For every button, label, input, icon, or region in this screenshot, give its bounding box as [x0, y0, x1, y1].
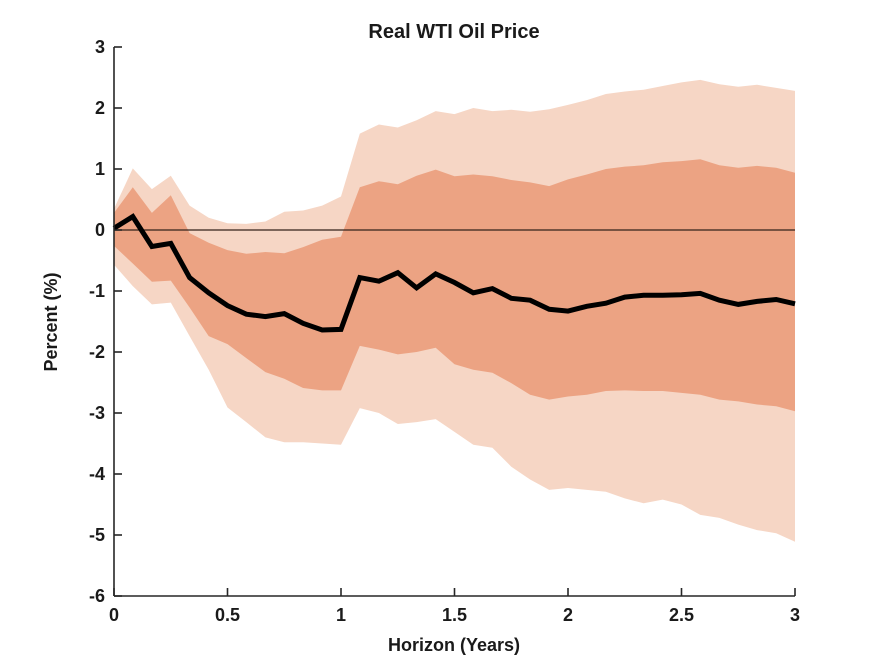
x-tick-label: 2	[563, 605, 573, 625]
y-tick-label: -1	[89, 281, 105, 301]
y-tick-label: -2	[89, 342, 105, 362]
x-tick-label: 0.5	[215, 605, 240, 625]
tick-marks-group	[113, 46, 796, 597]
y-tick-label: 2	[95, 98, 105, 118]
median-line-group	[112, 213, 796, 333]
median-irf-line	[112, 213, 796, 333]
x-axis-label: Horizon (Years)	[388, 635, 520, 655]
y-tick-label: -5	[89, 525, 105, 545]
y-tick-label: 0	[95, 220, 105, 240]
x-tick-label: 1.5	[442, 605, 467, 625]
y-tick-label: -4	[89, 464, 105, 484]
y-tick-label: 3	[95, 37, 105, 57]
y-tick-label: -6	[89, 586, 105, 606]
y-tick-label: -3	[89, 403, 105, 423]
x-tick-label: 0	[109, 605, 119, 625]
tick-labels-group: 0 0.5 1 1.5 2 2.5 3 3 2 1 0 -1 -2 -3 -4 -5 -6	[89, 37, 800, 625]
y-axis-label: Percent (%)	[41, 272, 61, 371]
y-tick-label: 1	[95, 159, 105, 179]
x-tick-label: 2.5	[669, 605, 694, 625]
confidence-bands-group	[114, 79, 795, 542]
x-tick-label: 1	[336, 605, 346, 625]
chart-title: Real WTI Oil Price	[368, 21, 539, 43]
x-tick-label: 3	[790, 605, 800, 625]
